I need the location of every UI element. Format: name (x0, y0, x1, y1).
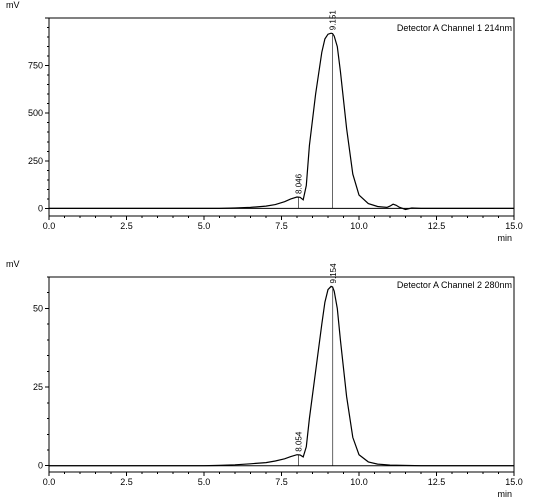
chart-title: Detector A Channel 1 214nm (397, 23, 512, 33)
y-tick-label: 50 (33, 303, 43, 313)
x-tick-label: 0.0 (43, 477, 56, 487)
plot-frame (48, 276, 515, 473)
x-tick-label: 10.0 (350, 477, 368, 487)
x-tick-label: 7.5 (275, 221, 288, 231)
plot-frame (48, 17, 515, 217)
x-tick-label: 15.0 (505, 477, 523, 487)
x-tick-label: 15.0 (505, 221, 523, 231)
chart-channel-1: mV Detector A Channel 1 214nm min 0.0 2.5… (6, 0, 523, 243)
chromatogram-trace (49, 285, 514, 467)
chart-channel-2: mV Detector A Channel 2 280nm min 0.0 2.5… (6, 259, 523, 499)
peak-label: 9.151 (329, 10, 338, 31)
x-axis-unit-label: min (497, 233, 512, 243)
chromatogram-trace (49, 32, 514, 211)
x-tick-label: 12.5 (428, 221, 446, 231)
y-axis-unit-label: mV (6, 0, 20, 10)
x-axis-unit-label: min (497, 489, 512, 499)
y-axis-unit-label: mV (6, 259, 20, 269)
x-tick-label: 7.5 (275, 477, 288, 487)
y-tick-label: 25 (33, 382, 43, 392)
x-tick-label: 2.5 (120, 477, 133, 487)
y-tick-label: 0 (38, 203, 43, 213)
peak-label: 9.154 (329, 263, 338, 284)
x-tick-label: 10.0 (350, 221, 368, 231)
y-tick-label: 500 (28, 108, 43, 118)
x-tick-label: 5.0 (198, 221, 211, 231)
y-tick-label: 750 (28, 61, 43, 71)
y-tick-label: 0 (38, 461, 43, 471)
x-tick-label: 5.0 (198, 477, 211, 487)
peak-label: 8.046 (294, 173, 303, 194)
chart-title: Detector A Channel 2 280nm (397, 280, 512, 290)
x-tick-label: 12.5 (428, 477, 446, 487)
peak-label: 8.054 (295, 431, 304, 452)
x-tick-label: 2.5 (120, 221, 133, 231)
x-tick-label: 0.0 (43, 221, 56, 231)
y-tick-label: 250 (28, 156, 43, 166)
